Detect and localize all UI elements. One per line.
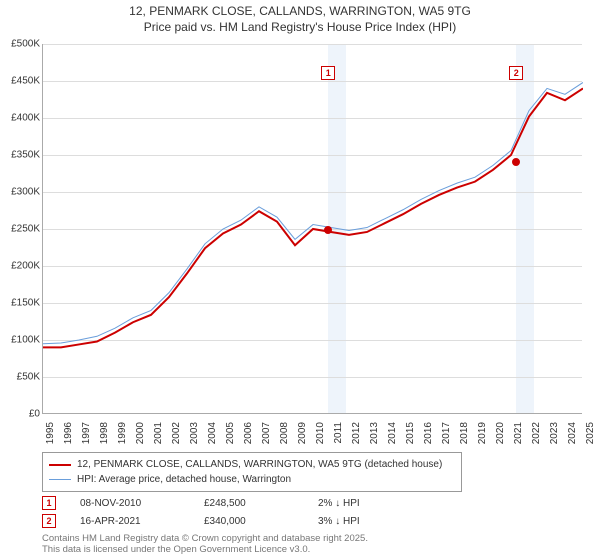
y-tick-label: £100K: [0, 335, 40, 346]
title-line-1: 12, PENMARK CLOSE, CALLANDS, WARRINGTON,…: [0, 4, 600, 20]
footer-event-row: 1 08-NOV-2010 £248,500 2% ↓ HPI: [42, 494, 582, 512]
chart-svg: [43, 44, 583, 414]
chart-title: 12, PENMARK CLOSE, CALLANDS, WARRINGTON,…: [0, 0, 600, 35]
attribution-line-2: This data is licensed under the Open Gov…: [42, 545, 368, 556]
y-tick-label: £350K: [0, 150, 40, 161]
legend-swatch-property: [49, 464, 71, 466]
footer-event-row: 2 16-APR-2021 £340,000 3% ↓ HPI: [42, 512, 582, 530]
y-tick-label: £50K: [0, 372, 40, 383]
footer-delta: 3% ↓ HPI: [318, 516, 408, 527]
legend-box: 12, PENMARK CLOSE, CALLANDS, WARRINGTON,…: [42, 452, 462, 492]
event-marker-box: 2: [509, 66, 523, 80]
footer-marker: 2: [42, 514, 56, 528]
y-tick-label: £300K: [0, 187, 40, 198]
y-tick-label: £450K: [0, 76, 40, 87]
footer-price: £248,500: [204, 498, 294, 509]
event-footer: 1 08-NOV-2010 £248,500 2% ↓ HPI 2 16-APR-2021…: [42, 494, 582, 530]
footer-date: 16-APR-2021: [80, 516, 180, 527]
series-hpi: [43, 82, 583, 343]
title-line-2: Price paid vs. HM Land Registry's House …: [0, 20, 600, 36]
legend-row: 12, PENMARK CLOSE, CALLANDS, WARRINGTON,…: [49, 457, 455, 472]
footer-delta: 2% ↓ HPI: [318, 498, 408, 509]
event-point: [324, 226, 332, 234]
y-tick-label: £150K: [0, 298, 40, 309]
footer-date: 08-NOV-2010: [80, 498, 180, 509]
footer-marker: 1: [42, 496, 56, 510]
series-property: [43, 88, 583, 347]
chart-plot-area: 12: [42, 44, 582, 414]
legend-label-hpi: HPI: Average price, detached house, Warr…: [77, 472, 291, 487]
event-marker-box: 1: [321, 66, 335, 80]
legend-label-property: 12, PENMARK CLOSE, CALLANDS, WARRINGTON,…: [77, 457, 442, 472]
event-point: [512, 158, 520, 166]
y-tick-label: £0: [0, 409, 40, 420]
legend-swatch-hpi: [49, 479, 71, 480]
legend-row: HPI: Average price, detached house, Warr…: [49, 472, 455, 487]
y-tick-label: £400K: [0, 113, 40, 124]
y-tick-label: £200K: [0, 261, 40, 272]
y-tick-label: £250K: [0, 224, 40, 235]
x-tick-label: 2025: [585, 422, 600, 444]
footer-price: £340,000: [204, 516, 294, 527]
attribution: Contains HM Land Registry data © Crown c…: [42, 534, 368, 556]
y-tick-label: £500K: [0, 39, 40, 50]
